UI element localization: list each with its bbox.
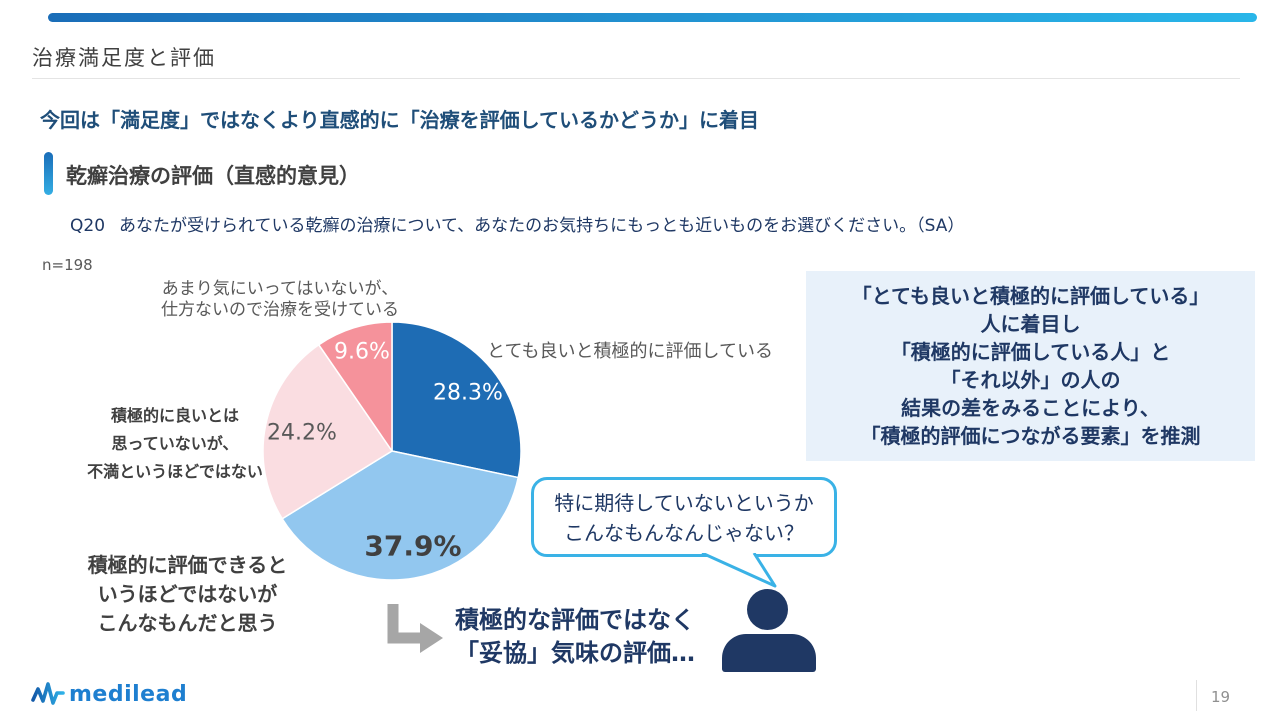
pulse-logo-icon <box>31 682 65 705</box>
pie-segment <box>262 344 393 520</box>
question-number: Q20 <box>70 216 106 236</box>
pie-segment-label-bottom-left: 積極的に評価できると いうほどではないが こんなもんだと思う <box>87 553 288 635</box>
person-body <box>722 634 816 672</box>
pie-value-label: 37.9% <box>364 529 462 563</box>
sample-size-label: n=198 <box>42 256 93 274</box>
pie-segment <box>318 321 393 452</box>
analysis-callout-box: 「とても良いと積極的に評価している」 人に着目し 「積極的に評価している人」と … <box>806 271 1255 461</box>
logo-text: medilead <box>69 681 188 707</box>
section-title: 乾癬治療の評価（直感的意見） <box>66 164 360 188</box>
person-icon <box>722 589 816 672</box>
pie-chart <box>262 321 522 581</box>
section-accent-bar <box>44 152 53 195</box>
pie-segment <box>391 321 522 479</box>
pie-segment-label-top: あまり気にいってはいないが、 仕方ないので治療を受けている <box>161 279 399 320</box>
pie-value-label: 28.3% <box>433 380 503 406</box>
conclusion-text: 積極的な評価ではなく 「妥協」気味の評価… <box>455 606 695 667</box>
question-line: Q20 あなたが受けられている乾癬の治療について、あなたのお気持ちにもっとも近いも… <box>70 211 964 236</box>
pie-segment-label-right: とても良いと積極的に評価している <box>487 341 774 362</box>
pie-segment-label-left: 積極的に良いとは 思っていないが、 不満というほどではない <box>87 406 263 481</box>
headline: 今回は「満足度」ではなくより直感的に「治療を評価しているかどうか」に着目 <box>40 108 759 132</box>
pie-value-label: 24.2% <box>267 420 337 446</box>
accent-top-bar <box>48 13 1257 22</box>
title-divider <box>32 78 1240 79</box>
person-head <box>747 589 788 630</box>
pie-value-label: 9.6% <box>334 339 390 365</box>
question-text: あなたが受けられている乾癬の治療について、あなたのお気持ちにもっとも近いものをお… <box>119 216 965 236</box>
bent-arrow-icon <box>387 604 443 653</box>
company-logo: medilead <box>30 680 187 708</box>
page-number: 19 <box>1211 688 1231 706</box>
footer-divider <box>1196 680 1197 711</box>
pie-segment <box>281 450 519 581</box>
page-title: 治療満足度と評価 <box>32 46 216 70</box>
speech-bubble-tail <box>701 553 777 588</box>
speech-bubble: 特に期待していないというか こんなもんなんじゃない？ <box>531 477 837 557</box>
